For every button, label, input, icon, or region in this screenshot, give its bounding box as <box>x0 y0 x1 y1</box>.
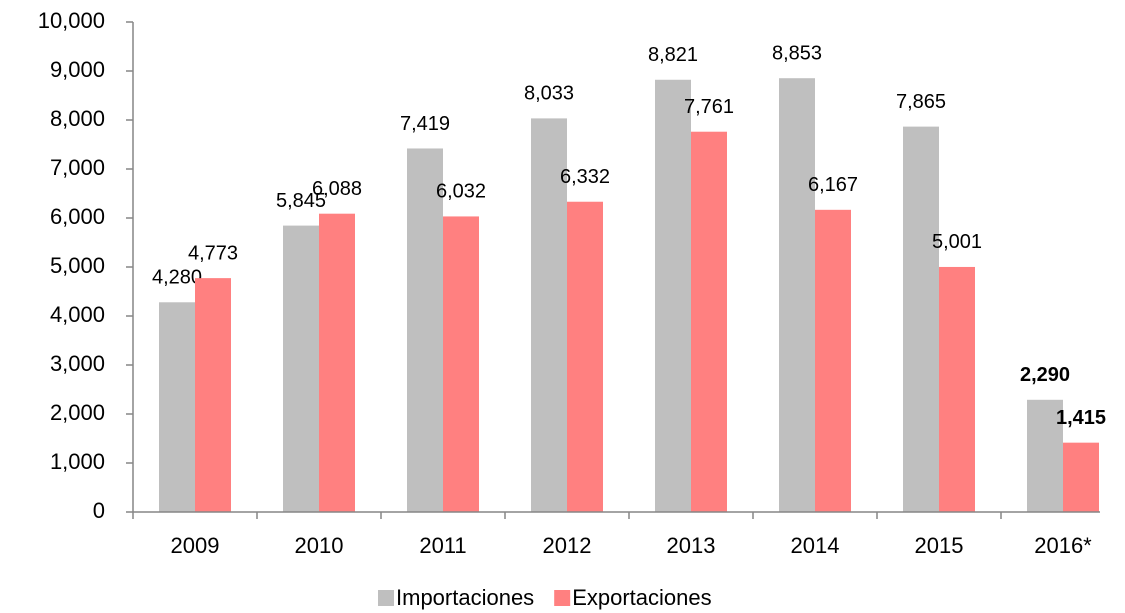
x-tick-label: 2015 <box>915 533 964 558</box>
value-label: 6,032 <box>436 181 486 203</box>
y-tick-label: 3,000 <box>50 351 105 376</box>
value-label: 7,761 <box>684 96 734 118</box>
y-tick-label: 6,000 <box>50 204 105 229</box>
y-tick-label: 1,000 <box>50 449 105 474</box>
bar <box>903 126 939 513</box>
bar <box>567 201 603 512</box>
value-label: 5,845 <box>276 190 326 212</box>
value-label: 4,280 <box>152 267 202 289</box>
bar <box>531 118 567 513</box>
y-tick-label: 2,000 <box>50 400 105 425</box>
bar <box>939 266 975 512</box>
x-tick-label: 2012 <box>543 533 592 558</box>
y-tick-label: 5,000 <box>50 253 105 278</box>
x-tick-label: 2009 <box>171 533 220 558</box>
y-tick-label: 8,000 <box>50 106 105 131</box>
value-label: 8,033 <box>524 83 574 105</box>
x-tick-label: 2013 <box>667 533 716 558</box>
value-label: 6,332 <box>560 166 610 188</box>
value-label: 5,001 <box>932 231 982 253</box>
bar <box>407 148 443 512</box>
bar <box>1063 442 1099 512</box>
y-tick-label: 10,000 <box>38 8 105 33</box>
value-label: 1,415 <box>1056 407 1106 429</box>
value-label: 7,865 <box>896 91 946 113</box>
legend-swatch <box>554 590 571 606</box>
bar <box>815 209 851 512</box>
y-tick-label: 0 <box>93 498 105 523</box>
value-label: 6,088 <box>312 178 362 200</box>
y-tick-label: 9,000 <box>50 57 105 82</box>
x-tick-label: 2016* <box>1034 533 1092 558</box>
value-label: 7,419 <box>400 113 450 135</box>
legend-swatch <box>378 590 394 606</box>
y-tick-label: 4,000 <box>50 302 105 327</box>
y-tick-label: 7,000 <box>50 155 105 180</box>
value-label: 8,853 <box>772 42 822 64</box>
bar <box>443 216 479 512</box>
value-label: 8,821 <box>648 44 698 66</box>
bar <box>1027 399 1063 512</box>
bar <box>283 225 319 512</box>
x-tick-label: 2010 <box>295 533 344 558</box>
value-label: 6,167 <box>808 174 858 196</box>
value-label: 2,290 <box>1020 364 1070 386</box>
legend-label: Importaciones <box>396 585 534 610</box>
bar <box>319 213 355 513</box>
bar <box>159 302 195 512</box>
value-label: 4,773 <box>188 242 238 264</box>
bar <box>779 78 815 512</box>
bar <box>691 131 727 512</box>
bar <box>655 79 691 513</box>
legend-label: Exportaciones <box>572 585 711 610</box>
bar <box>195 278 231 512</box>
x-tick-label: 2011 <box>419 533 466 558</box>
x-tick-label: 2014 <box>791 533 840 558</box>
